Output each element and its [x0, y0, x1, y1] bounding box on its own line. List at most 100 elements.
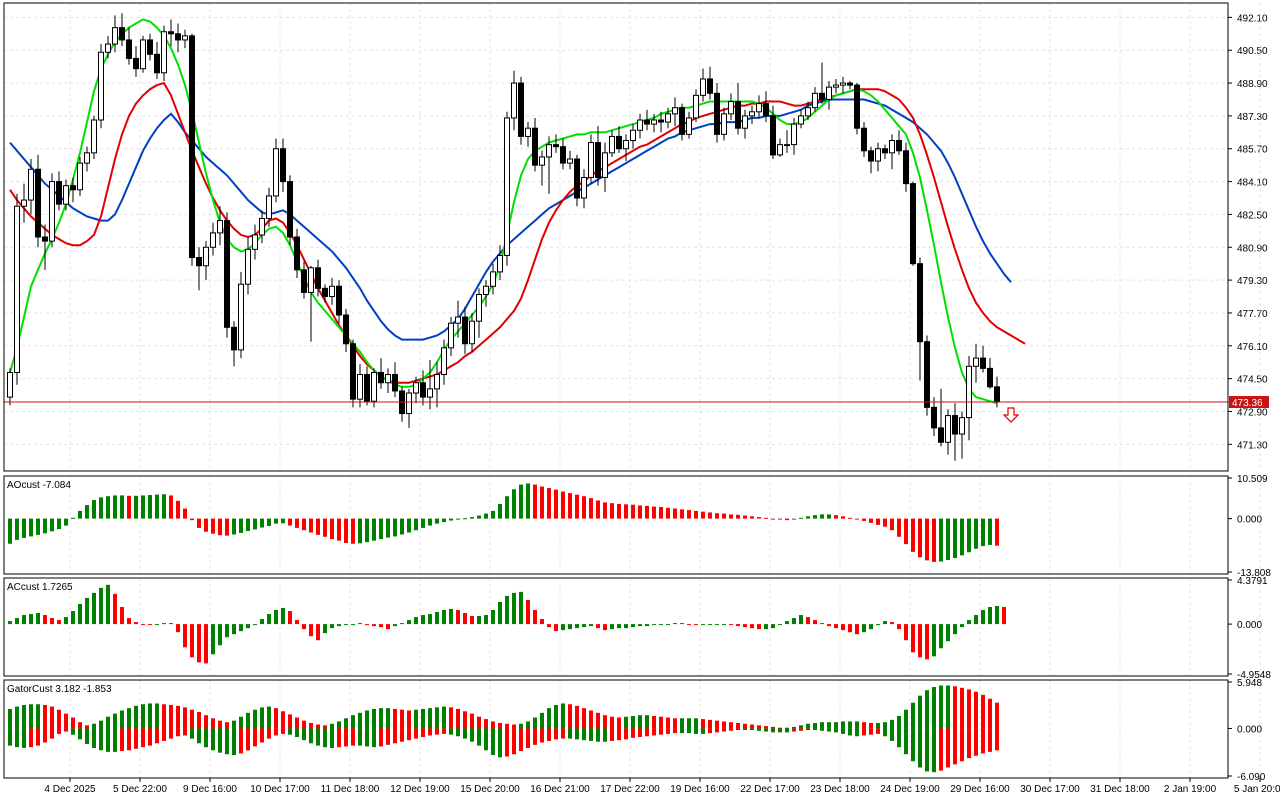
ac-pane[interactable]: 4.3791 0.000 -4.9548 ACcust 1.7265: [3, 576, 1271, 681]
candle[interactable]: [910, 183, 916, 265]
candle[interactable]: [819, 92, 825, 100]
candle[interactable]: [105, 43, 111, 53]
candle[interactable]: [665, 113, 671, 123]
candle[interactable]: [329, 285, 335, 298]
candle[interactable]: [553, 144, 559, 148]
candle[interactable]: [385, 374, 391, 384]
candle[interactable]: [756, 103, 762, 113]
candle[interactable]: [833, 84, 839, 88]
candle[interactable]: [707, 78, 713, 94]
candle[interactable]: [336, 285, 342, 316]
candle[interactable]: [987, 367, 993, 388]
candle[interactable]: [714, 92, 720, 135]
candle[interactable]: [91, 119, 97, 154]
candle[interactable]: [182, 35, 188, 41]
candle[interactable]: [126, 39, 132, 59]
candle[interactable]: [231, 326, 237, 351]
candle[interactable]: [196, 257, 202, 267]
candle[interactable]: [189, 35, 195, 259]
candle[interactable]: [784, 144, 790, 147]
candle[interactable]: [644, 119, 650, 125]
candle[interactable]: [868, 150, 874, 162]
candle[interactable]: [994, 386, 1000, 402]
candle[interactable]: [56, 181, 62, 205]
candle[interactable]: [504, 117, 510, 256]
candle[interactable]: [14, 205, 20, 373]
candle[interactable]: [280, 148, 286, 183]
candle[interactable]: [252, 234, 258, 250]
candle[interactable]: [924, 341, 930, 408]
candle[interactable]: [42, 236, 48, 242]
candle[interactable]: [602, 152, 608, 178]
candle[interactable]: [371, 371, 377, 402]
candle[interactable]: [483, 285, 489, 295]
gator-pane[interactable]: 5.948 0.000 -6.090 GatorCust 3.182 -1.853: [3, 678, 1266, 783]
candle[interactable]: [511, 82, 517, 119]
candle[interactable]: [147, 39, 153, 55]
candle[interactable]: [98, 51, 104, 121]
candle[interactable]: [623, 140, 629, 150]
candle[interactable]: [749, 111, 755, 117]
candle[interactable]: [343, 314, 349, 345]
candle[interactable]: [322, 287, 328, 298]
candle[interactable]: [294, 236, 300, 271]
candle[interactable]: [406, 392, 412, 415]
candle[interactable]: [455, 316, 461, 324]
candle[interactable]: [266, 195, 272, 220]
candle[interactable]: [238, 283, 244, 351]
candle[interactable]: [21, 199, 27, 207]
candle[interactable]: [112, 27, 118, 45]
candle[interactable]: [315, 267, 321, 289]
price-pane[interactable]: 492.10 490.50 488.90 487.30 485.70 484.10 482.…: [3, 2, 1269, 472]
candle[interactable]: [742, 115, 748, 129]
candle[interactable]: [840, 82, 846, 86]
candle[interactable]: [931, 406, 937, 429]
candle[interactable]: [427, 388, 433, 398]
candle[interactable]: [777, 144, 783, 156]
candle[interactable]: [812, 92, 818, 109]
candle[interactable]: [525, 127, 531, 137]
candle[interactable]: [861, 127, 867, 152]
candle[interactable]: [672, 107, 678, 115]
candle[interactable]: [140, 39, 146, 70]
candle[interactable]: [560, 146, 566, 164]
candle[interactable]: [434, 374, 440, 390]
candle[interactable]: [630, 129, 636, 142]
candle[interactable]: [539, 156, 545, 166]
candle[interactable]: [490, 271, 496, 287]
candle[interactable]: [259, 218, 265, 236]
candle[interactable]: [791, 123, 797, 146]
candle[interactable]: [308, 267, 314, 293]
candle[interactable]: [224, 220, 230, 328]
candle[interactable]: [595, 142, 601, 178]
candle[interactable]: [735, 101, 741, 129]
candle[interactable]: [686, 117, 692, 135]
candle[interactable]: [441, 347, 447, 376]
candle[interactable]: [168, 31, 174, 35]
candle[interactable]: [889, 140, 895, 154]
candle[interactable]: [847, 82, 853, 86]
candle[interactable]: [882, 148, 888, 154]
candle[interactable]: [798, 115, 804, 125]
candle[interactable]: [805, 107, 811, 117]
candle[interactable]: [154, 53, 160, 74]
ao-pane[interactable]: 10.509 0.000 -13.808 AOcust -7.084: [3, 474, 1271, 579]
candle[interactable]: [350, 343, 356, 400]
candle[interactable]: [945, 415, 951, 443]
candle[interactable]: [63, 185, 69, 205]
candle[interactable]: [413, 382, 419, 394]
candle[interactable]: [966, 365, 972, 419]
candle[interactable]: [448, 322, 454, 349]
candle[interactable]: [588, 142, 594, 178]
candle[interactable]: [826, 86, 832, 100]
candle[interactable]: [658, 119, 664, 123]
candle[interactable]: [763, 103, 769, 117]
candle[interactable]: [721, 113, 727, 135]
candle[interactable]: [728, 101, 734, 115]
candle[interactable]: [378, 371, 384, 384]
candle[interactable]: [497, 254, 503, 273]
candle[interactable]: [609, 135, 615, 154]
candle[interactable]: [854, 84, 860, 129]
candle[interactable]: [637, 119, 643, 131]
